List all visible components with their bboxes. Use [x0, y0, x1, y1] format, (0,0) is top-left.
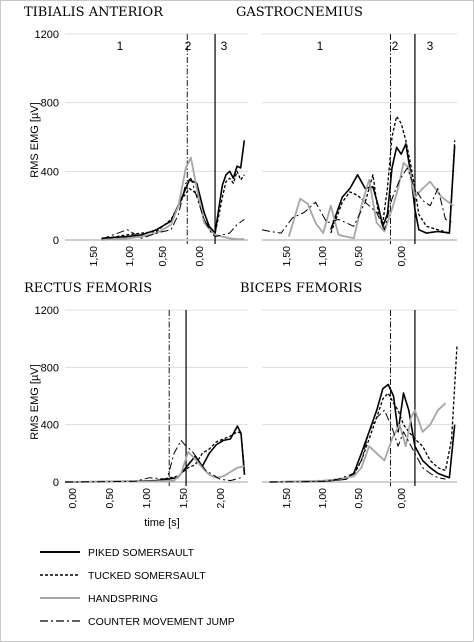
chart-panel-2: GASTROCNEMIUS 1,50 1,00 0,50 0,00 1 2 3 — [236, 5, 457, 266]
x-tick-label: 1,50 — [281, 488, 293, 509]
y-tick-label: 800 — [41, 362, 59, 374]
x-tick-label: 0,00 — [396, 246, 408, 267]
series-line-piked-somersault — [64, 425, 246, 483]
x-axis-label: time [s] — [144, 517, 179, 529]
series-line-handspring — [269, 402, 447, 483]
legend-label: PIKED SOMERSAULT — [88, 547, 195, 559]
series-line-counter-movement-jump — [64, 439, 242, 483]
series-line-counter-movement-jump — [101, 177, 245, 240]
y-tick-label: 800 — [41, 98, 59, 110]
series-line-tucked-somersault — [330, 115, 456, 234]
panel-title: TIBIALIS ANTERIOR — [24, 5, 164, 20]
series-line-piked-somersault — [330, 143, 456, 234]
y-tick-label: 400 — [41, 166, 59, 178]
series-line-handspring — [64, 450, 245, 483]
x-tick-label: 1,50 — [178, 488, 190, 509]
series-line-counter-movement-jump — [269, 409, 446, 483]
series-line-handspring — [287, 161, 454, 240]
y-tick-label: 0 — [53, 235, 59, 247]
series-line-handspring — [101, 156, 245, 241]
x-tick-label: 0,50 — [104, 488, 116, 509]
y-tick-label: 1200 — [35, 305, 59, 317]
y-tick-label: 400 — [41, 420, 59, 432]
y-axis-label: RMS EMG [µV] — [29, 364, 41, 439]
series-line-counter-movement-jump — [261, 167, 454, 234]
x-tick-label: 0,00 — [194, 246, 206, 267]
x-tick-label: 1,00 — [141, 488, 153, 509]
legend-label: HANDSPRING — [88, 593, 158, 605]
series-line-tucked-somersault — [269, 345, 458, 483]
panel-title: RECTUS FEMORIS — [24, 281, 152, 296]
legend: PIKED SOMERSAULT TUCKED SOMERSAULT HANDSPR… — [40, 547, 235, 628]
x-tick-label: 1,50 — [88, 246, 100, 267]
phase-label: 3 — [427, 39, 434, 53]
x-tick-label: 2,00 — [215, 488, 227, 509]
y-tick-label: 1200 — [35, 29, 59, 41]
phase-label: 1 — [117, 39, 124, 53]
x-tick-label: 1,50 — [281, 246, 293, 267]
phase-label: 1 — [317, 39, 324, 53]
x-tick-label: 1,00 — [124, 246, 136, 267]
panel-title: BICEPS FEMORIS — [240, 281, 362, 296]
x-tick-label: 0,50 — [353, 246, 365, 267]
legend-label: COUNTER MOVEMENT JUMP — [88, 616, 235, 628]
x-tick-label: 1,00 — [317, 488, 329, 509]
series-line-piked-somersault — [101, 140, 246, 240]
chart-panel-3: RECTUS FEMORIS 0 400 800 1200 RMS EMG [µV] 0,0… — [24, 281, 248, 529]
x-tick-label: 0,00 — [67, 488, 79, 509]
chart-panel-4: BICEPS FEMORIS 1,50 1,00 0,50 0,00 — [240, 281, 458, 509]
x-tick-label: 0,00 — [396, 488, 408, 509]
x-tick-label: 0,50 — [157, 246, 169, 267]
panel-title: GASTROCNEMIUS — [236, 5, 363, 20]
legend-label: TUCKED SOMERSAULT — [88, 570, 206, 582]
phase-label: 2 — [185, 39, 192, 53]
phase-label: 2 — [392, 39, 399, 53]
series-line-tucked-somersault — [64, 431, 246, 483]
y-axis-label: RMS EMG [µV] — [29, 102, 41, 177]
chart-panel-1: TIBIALIS ANTERIOR 0 400 800 1200 RMS EMG [µV]… — [24, 5, 248, 266]
y-tick-label: 0 — [53, 477, 59, 489]
x-tick-label: 1,00 — [317, 246, 329, 267]
phase-label: 3 — [221, 39, 228, 53]
x-tick-label: 0,50 — [353, 488, 365, 509]
